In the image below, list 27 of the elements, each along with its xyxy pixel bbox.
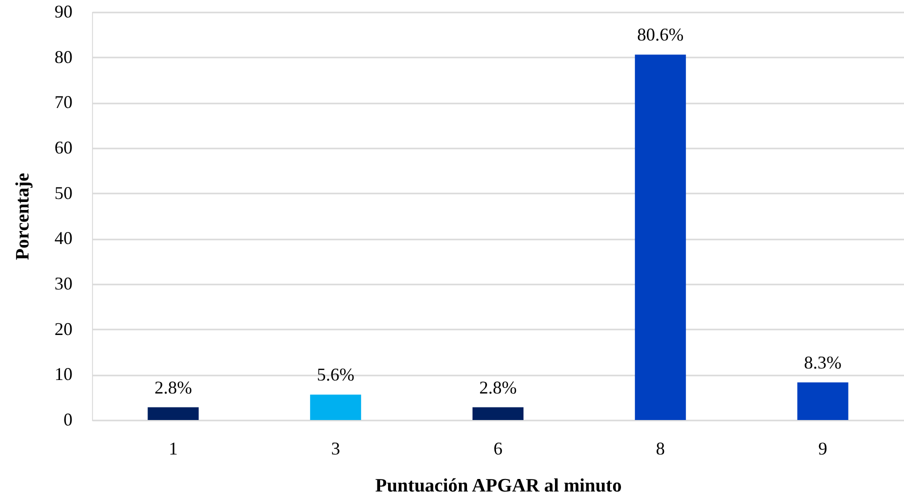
x-tick-label: 8: [656, 438, 665, 458]
y-tick-label: 90: [54, 2, 72, 22]
y-tick-label: 20: [54, 318, 72, 339]
data-label: 8.3%: [804, 352, 842, 372]
bar: [310, 394, 362, 420]
y-tick-label: 50: [54, 182, 72, 203]
bar: [634, 54, 686, 420]
x-tick-label: 3: [331, 438, 340, 458]
bar: [148, 407, 199, 420]
data-label: 2.8%: [479, 377, 517, 398]
data-label: 2.8%: [154, 377, 192, 398]
bar: [472, 407, 524, 420]
data-label: 80.6%: [637, 24, 684, 45]
y-tick-label: 10: [54, 364, 72, 384]
y-axis-title: Porcentaje: [12, 172, 34, 260]
y-tick-label: 60: [54, 138, 72, 158]
y-tick-label: 80: [54, 46, 72, 67]
bar: [797, 382, 848, 420]
y-tick-label: 0: [64, 410, 72, 430]
x-tick-label: 9: [818, 438, 828, 458]
y-tick-label: 30: [54, 274, 72, 294]
x-axis-title: Puntuación APGAR al minuto: [375, 476, 622, 496]
x-tick-label: 6: [494, 438, 502, 458]
x-tick-label: 1: [168, 438, 178, 458]
data-label: 5.6%: [316, 364, 354, 385]
y-tick-label: 70: [54, 92, 72, 112]
y-tick-label: 40: [54, 228, 72, 248]
